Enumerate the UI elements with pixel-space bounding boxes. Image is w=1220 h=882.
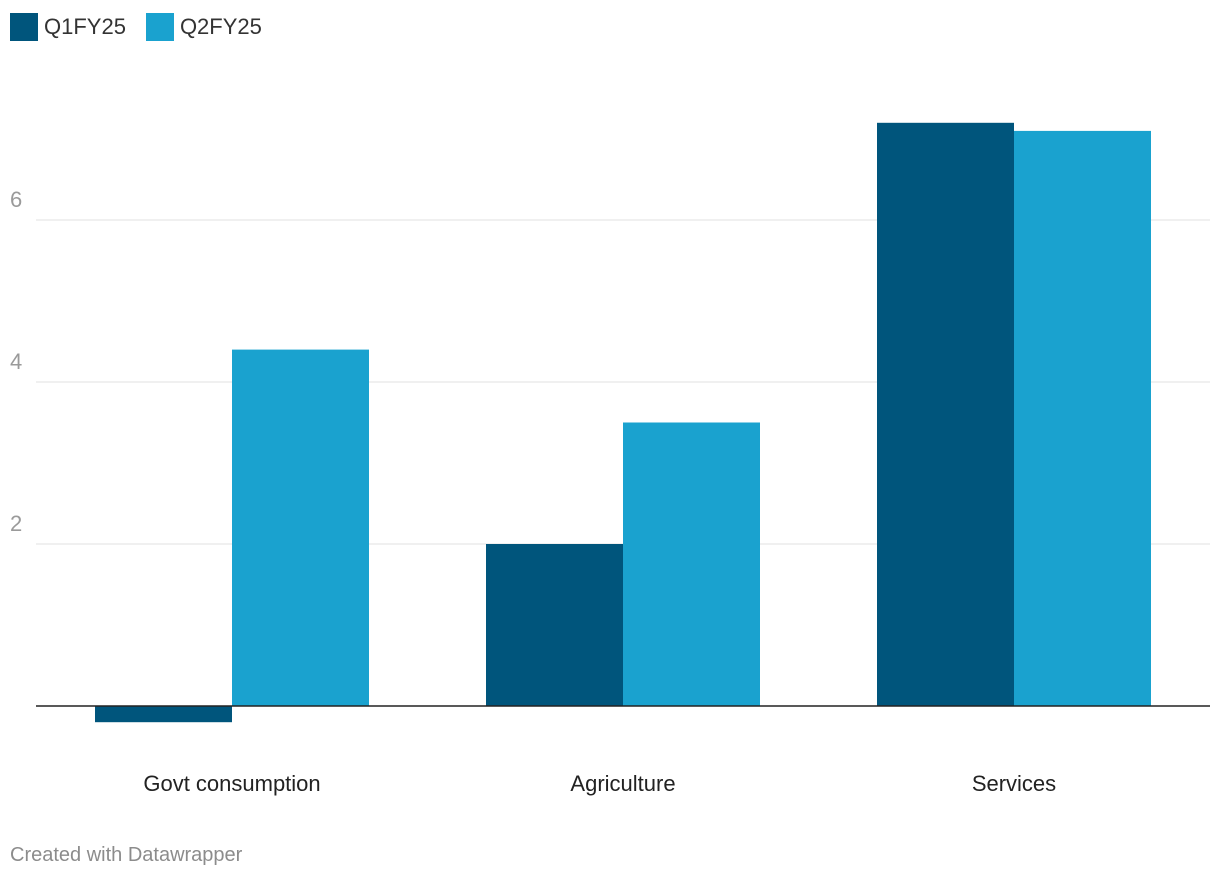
x-category-label-services: Services — [972, 771, 1056, 796]
y-tick-label-4: 4 — [10, 349, 22, 374]
legend-item-q1fy25: Q1FY25 — [10, 13, 126, 41]
y-tick-label-6: 6 — [10, 187, 22, 212]
chart-legend: Q1FY25 Q2FY25 — [10, 12, 282, 42]
y-tick-label-2: 2 — [10, 511, 22, 536]
bar-q2fy25-govt-consumption — [232, 349, 369, 706]
legend-swatch-q1fy25 — [10, 13, 38, 41]
bar-q2fy25-agriculture — [623, 422, 760, 706]
legend-swatch-q2fy25 — [145, 13, 174, 41]
x-category-label-agriculture: Agriculture — [570, 771, 675, 796]
bar-q2fy25-services — [1014, 130, 1151, 706]
legend-item-q2fy25: Q2FY25 — [145, 13, 262, 41]
x-category-label-govt-consumption: Govt consumption — [143, 771, 320, 796]
footer-credit: Created with Datawrapper — [10, 844, 243, 866]
bar-q1fy25-services — [877, 122, 1014, 707]
legend-label-q2fy25: Q2FY25 — [179, 14, 262, 39]
bar-q1fy25-agriculture — [486, 544, 623, 706]
bar-q1fy25-govt-consumption — [95, 706, 232, 723]
legend-label-q1fy25: Q1FY25 — [44, 14, 126, 39]
